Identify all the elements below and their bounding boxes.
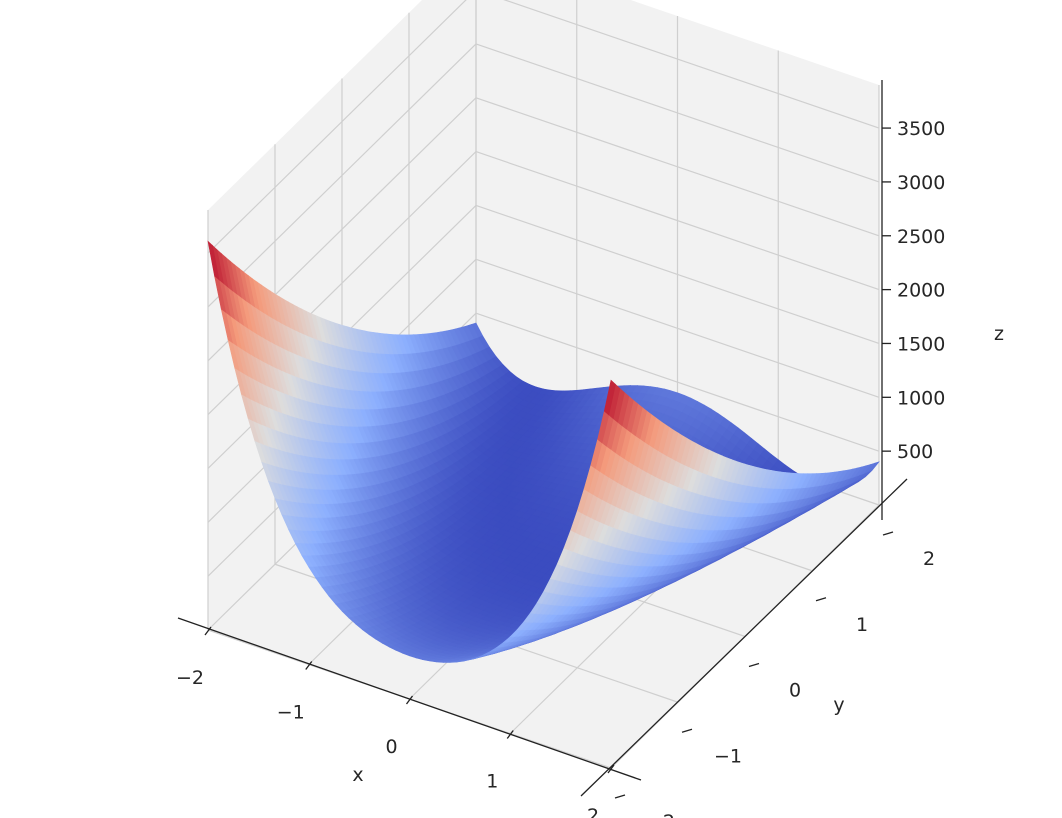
grid-line-back-z: [475, 151, 880, 291]
grid-line-back-z: [475, 204, 880, 345]
x-tick: [506, 730, 514, 739]
y-tick-label: 1: [856, 614, 868, 636]
grid-line-back-z: [503, 0, 880, 129]
y-tick: [748, 662, 760, 668]
grid-line-back-z: [475, 43, 880, 183]
x-tick: [405, 695, 414, 705]
z-tick-label: 3500: [897, 118, 945, 140]
surface-patch: [603, 379, 616, 416]
x-tick-label: 0: [385, 736, 397, 758]
y-tick: [681, 728, 693, 733]
x-axis-label: x: [352, 764, 363, 786]
tick-labels: −2−1012−2−101250010001500200025003000350…: [176, 118, 945, 818]
grid-line-left-z: [207, 0, 467, 254]
z-tick-label: 2000: [897, 280, 945, 302]
z-axis-label: z: [994, 323, 1004, 345]
y-tick-label: −2: [647, 811, 675, 818]
y-tick-label: 0: [789, 680, 801, 702]
x-tick-label: 2: [587, 805, 599, 818]
z-tick-label: 1500: [897, 333, 945, 355]
y-tick: [614, 794, 626, 799]
x-tick: [204, 626, 212, 636]
x-tick-label: −1: [277, 702, 305, 724]
x-tick-label: −2: [176, 667, 204, 689]
y-axis-line: [580, 478, 908, 797]
y-axis-label: y: [833, 694, 844, 716]
y-tick: [815, 597, 827, 602]
x-tick: [305, 661, 313, 670]
grid-line-back-z: [475, 258, 880, 398]
z-tick-label: 3000: [897, 172, 945, 194]
x-tick-label: 1: [486, 771, 498, 793]
grid-line-left-z: [207, 43, 477, 308]
surface: [207, 240, 880, 663]
y-tick-label: −1: [714, 745, 742, 767]
x-tick: [607, 764, 615, 774]
grid-line-back-z: [475, 97, 880, 237]
ticks: [204, 127, 894, 799]
y-tick: [882, 531, 894, 536]
grid-line-back-z: [475, 312, 880, 452]
z-tick-label: 2500: [897, 226, 945, 248]
z-tick-label: 1000: [897, 387, 945, 409]
y-tick-label: 2: [923, 548, 935, 570]
z-tick-label: 500: [897, 441, 933, 463]
